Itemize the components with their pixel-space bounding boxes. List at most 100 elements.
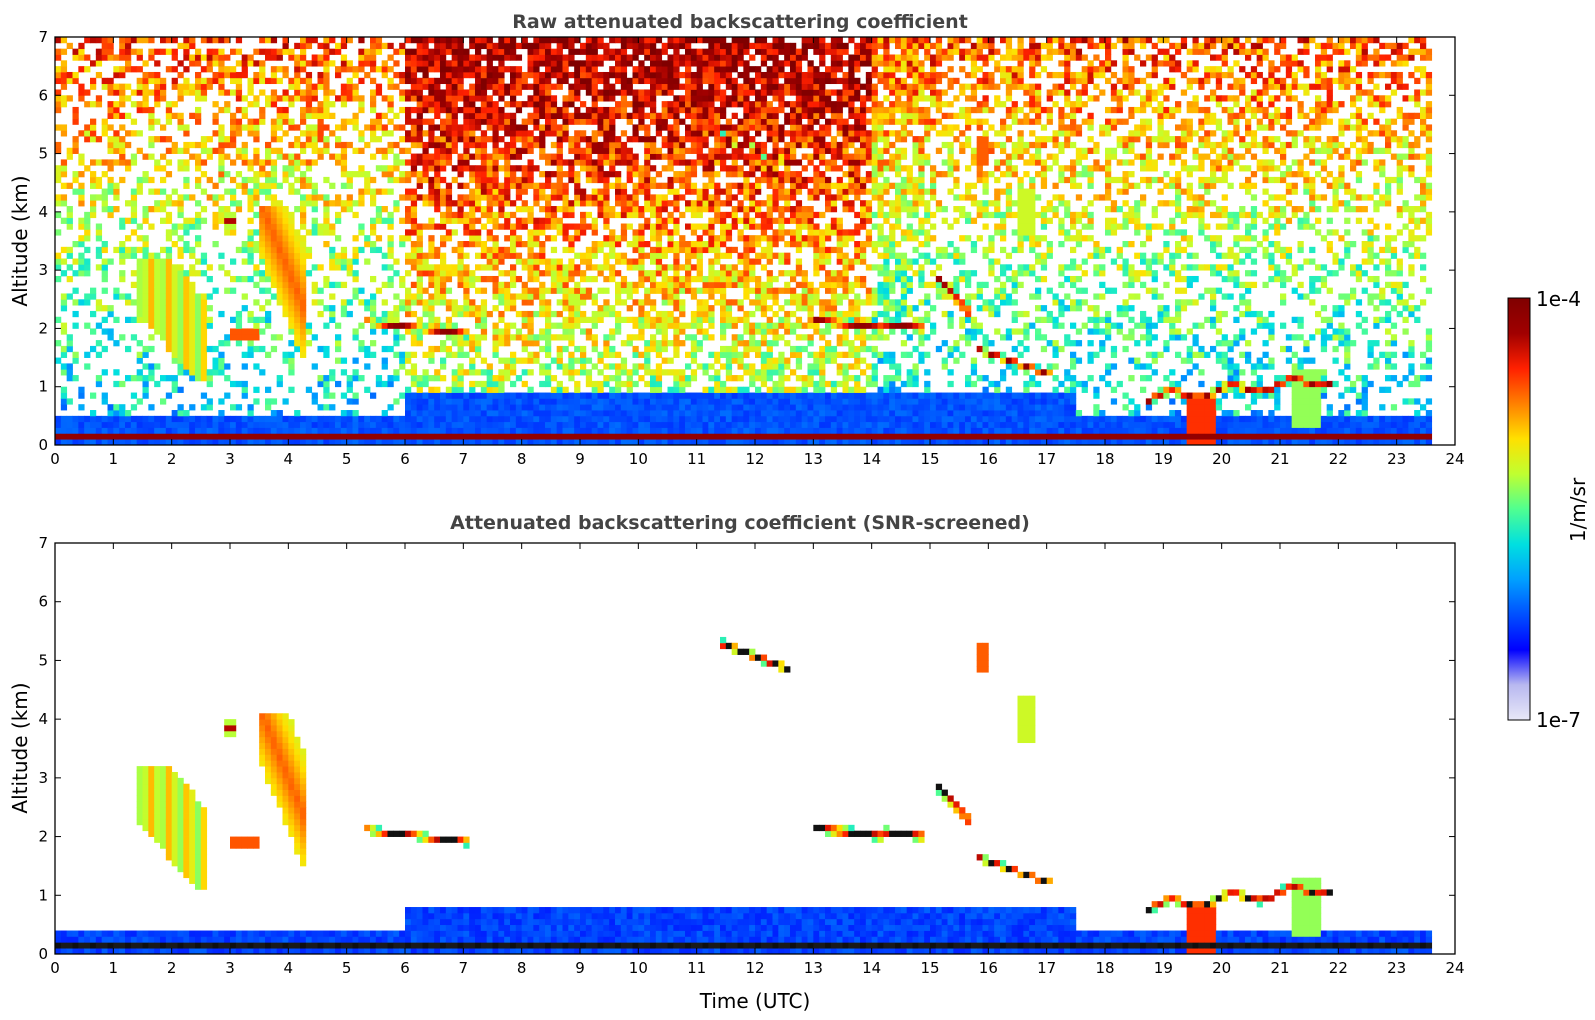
heatmap-cell — [340, 83, 348, 90]
heatmap-cell — [498, 316, 505, 323]
heatmap-cell — [60, 305, 68, 312]
heatmap-cell — [632, 369, 639, 376]
heatmap-cell — [457, 363, 464, 370]
heatmap-cell — [125, 60, 132, 67]
heatmap-cell — [591, 427, 598, 434]
heatmap-cell — [416, 130, 423, 137]
heatmap-cell — [346, 171, 353, 178]
heatmap-cell — [130, 130, 138, 137]
heatmap-cell — [667, 293, 674, 300]
heatmap-cell — [84, 101, 91, 108]
heatmap-cell — [311, 83, 318, 90]
heatmap-cell — [451, 106, 458, 114]
heatmap-cell — [626, 427, 633, 434]
heatmap-cell — [550, 375, 558, 382]
heatmap-cell — [638, 415, 645, 423]
heatmap-cell — [457, 83, 464, 90]
heatmap-cell — [165, 118, 173, 125]
heatmap-cell — [428, 345, 435, 353]
heatmap-cell — [206, 275, 213, 283]
heatmap-cell — [498, 223, 505, 230]
heatmap-cell — [440, 165, 447, 172]
heatmap-cell — [183, 130, 190, 137]
heatmap-cell — [451, 439, 458, 446]
heatmap-cell — [545, 211, 552, 219]
heatmap-cell — [160, 334, 167, 341]
heatmap-cell — [486, 433, 493, 440]
heatmap-cell — [609, 118, 616, 125]
heatmap-cell — [661, 439, 668, 446]
heatmap-cell — [644, 380, 651, 388]
heatmap-cell — [440, 200, 447, 207]
heatmap-cell — [410, 124, 418, 131]
heatmap-cell — [720, 211, 727, 219]
heatmap-cell — [655, 270, 663, 277]
heatmap-cell — [679, 380, 686, 388]
heatmap-cell — [387, 375, 394, 382]
heatmap-cell — [305, 101, 313, 108]
heatmap-cell — [667, 182, 674, 189]
heatmap-cell — [119, 83, 126, 90]
heatmap-cell — [585, 165, 593, 172]
heatmap-cell — [655, 200, 663, 207]
heatmap-cell — [195, 345, 202, 353]
heatmap-cell — [498, 380, 505, 388]
heatmap-cell — [504, 200, 511, 207]
heatmap-cell — [218, 433, 225, 440]
heatmap-cell — [265, 223, 272, 230]
heatmap-cell — [539, 427, 546, 434]
heatmap-cell — [574, 439, 581, 446]
heatmap-cell — [165, 66, 173, 73]
heatmap-cell — [329, 182, 336, 189]
heatmap-cell — [358, 54, 365, 61]
heatmap-cell — [690, 48, 698, 55]
heatmap-cell — [469, 217, 476, 224]
heatmap-cell — [679, 439, 686, 446]
heatmap-cell — [346, 410, 353, 417]
heatmap-cell — [673, 101, 680, 108]
heatmap-cell — [346, 398, 353, 405]
heatmap-cell — [142, 293, 149, 300]
heatmap-cell — [218, 427, 225, 434]
heatmap-cell — [119, 71, 126, 79]
heatmap-cell — [720, 264, 727, 271]
heatmap-cell — [189, 316, 196, 323]
heatmap-cell — [84, 235, 91, 242]
heatmap-cell — [475, 380, 482, 388]
heatmap-cell — [527, 421, 534, 428]
heatmap-cell — [405, 410, 412, 417]
heatmap-cell — [154, 310, 161, 318]
heatmap-cell — [445, 345, 453, 353]
heatmap-cell — [340, 54, 348, 61]
heatmap-cell — [545, 375, 552, 382]
heatmap-cell — [620, 153, 628, 160]
heatmap-cell — [696, 415, 703, 423]
heatmap-cell — [370, 42, 377, 50]
heatmap-cell — [545, 287, 552, 294]
heatmap-cell — [282, 246, 289, 254]
heatmap-cell — [352, 83, 359, 90]
heatmap-cell — [288, 171, 295, 178]
heatmap-cell — [498, 415, 505, 423]
heatmap-cell — [574, 48, 581, 55]
heatmap-cell — [655, 54, 663, 61]
heatmap-cell — [690, 252, 698, 259]
heatmap-cell — [440, 322, 447, 329]
heatmap-cell — [679, 427, 686, 434]
heatmap-cell — [370, 340, 377, 347]
heatmap-cell — [445, 351, 453, 358]
heatmap-cell — [556, 124, 563, 131]
heatmap-cell — [195, 223, 202, 230]
heatmap-cell — [498, 398, 505, 405]
heatmap-cell — [189, 270, 196, 277]
heatmap-cell — [160, 287, 167, 294]
heatmap-cell — [183, 124, 190, 131]
heatmap-cell — [638, 136, 645, 143]
heatmap-cell — [247, 246, 254, 254]
heatmap-cell — [55, 77, 62, 85]
heatmap-cell — [480, 433, 488, 440]
heatmap-cell — [673, 54, 680, 61]
heatmap-cell — [335, 345, 342, 353]
heatmap-cell — [90, 310, 97, 318]
heatmap-cell — [317, 77, 324, 85]
